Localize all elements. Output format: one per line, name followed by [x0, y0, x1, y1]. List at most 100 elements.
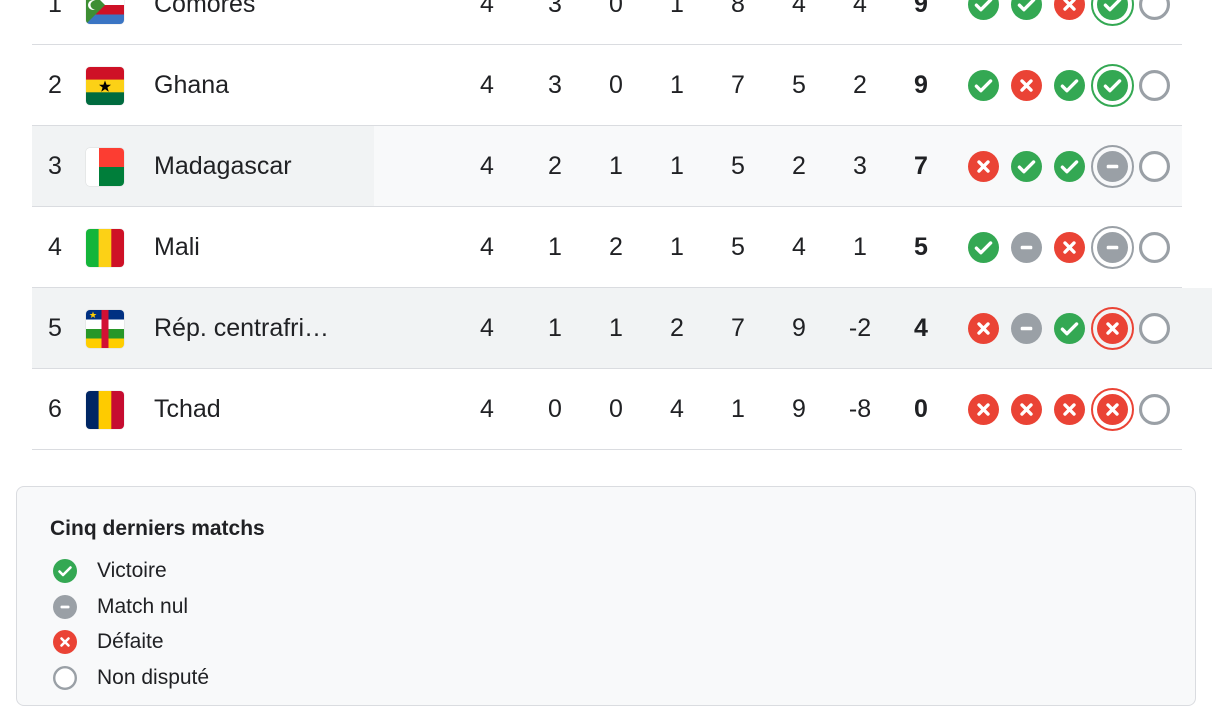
loss-icon[interactable] [968, 151, 999, 182]
loss-icon[interactable] [1054, 394, 1085, 425]
stat-value: 3 [853, 152, 867, 180]
team-name[interactable]: Mali [154, 233, 200, 261]
stat-value: 0 [609, 395, 623, 423]
legend-label: Non disputé [97, 665, 210, 689]
not-played-icon [1139, 232, 1170, 263]
points: 9 [914, 71, 928, 99]
standings-table: 1 Comores 4 3 0 1 8 4 4 9 2 Ghana 4 3 0 1 7 5 2 9 3 Madagasca… [32, 0, 1212, 450]
flag-chad [86, 391, 124, 429]
points: 5 [914, 233, 928, 261]
win-icon[interactable] [1091, 64, 1134, 107]
loss-icon[interactable] [1091, 307, 1134, 350]
loss-icon[interactable] [968, 313, 999, 344]
not-played-icon [1139, 313, 1170, 344]
stat-value: 1 [670, 233, 684, 261]
team-name[interactable]: Comores [154, 0, 256, 18]
table-row[interactable]: 2 Ghana 4 3 0 1 7 5 2 9 [32, 45, 1182, 126]
win-icon[interactable] [968, 0, 999, 20]
table-row[interactable]: 1 Comores 4 3 0 1 8 4 4 9 [32, 0, 1182, 45]
win-icon[interactable] [1091, 0, 1134, 26]
stat-value: 0 [609, 0, 623, 18]
last-five-form [968, 45, 1188, 125]
draw-icon[interactable] [1011, 232, 1042, 263]
stat-value: 4 [480, 233, 494, 261]
stat-value: 4 [480, 395, 494, 423]
legend-label: Match nul [97, 594, 189, 618]
last-five-form [968, 0, 1188, 44]
stat-value: 4 [792, 233, 806, 261]
rank: 3 [48, 152, 62, 180]
team-name[interactable]: Madagascar [154, 152, 292, 180]
stat-value: 2 [853, 71, 867, 99]
rank: 6 [48, 395, 62, 423]
last-five-form [968, 207, 1188, 287]
win-icon[interactable] [968, 70, 999, 101]
stat-value: 7 [731, 71, 745, 99]
loss-icon[interactable] [1011, 394, 1042, 425]
flag-mali [86, 229, 124, 267]
stat-value: -8 [848, 395, 872, 423]
stat-value: 4 [480, 314, 494, 342]
rank: 4 [48, 233, 62, 261]
stat-value: 4 [853, 0, 867, 18]
stat-value: 7 [731, 314, 745, 342]
stat-value: 3 [548, 0, 562, 18]
table-row[interactable]: 3 Madagascar 4 2 1 1 5 2 3 7 [32, 126, 1182, 207]
stat-value: 1 [670, 71, 684, 99]
win-icon[interactable] [1054, 70, 1085, 101]
flag-ghana [86, 67, 124, 105]
points: 0 [914, 395, 928, 423]
table-row[interactable]: 5 Rép. centrafri… 4 1 1 2 7 9 -2 4 [32, 288, 1212, 369]
stat-value: 2 [609, 233, 623, 261]
win-icon[interactable] [968, 232, 999, 263]
table-row[interactable]: 4 Mali 4 1 2 1 5 4 1 5 [32, 207, 1182, 288]
stat-value: 8 [731, 0, 745, 18]
team-name[interactable]: Tchad [154, 395, 221, 423]
stat-value: 4 [792, 0, 806, 18]
rank: 1 [48, 0, 62, 18]
win-icon[interactable] [1011, 0, 1042, 20]
stat-value: 9 [792, 314, 806, 342]
stat-value: 2 [792, 152, 806, 180]
stat-value: 0 [609, 71, 623, 99]
stat-value: 9 [792, 395, 806, 423]
win-icon[interactable] [1011, 151, 1042, 182]
stat-value: 4 [480, 152, 494, 180]
table-row[interactable]: 6 Tchad 4 0 0 4 1 9 -8 0 [32, 369, 1182, 450]
points: 9 [914, 0, 928, 18]
team-name[interactable]: Ghana [154, 71, 230, 99]
flag-comoros [86, 0, 124, 24]
loss-icon[interactable] [1091, 388, 1134, 431]
not-played-icon [1139, 70, 1170, 101]
team-name[interactable]: Rép. centrafri… [154, 314, 330, 342]
last-five-form [968, 126, 1188, 206]
last-five-form [968, 369, 1188, 449]
not-played-icon [1139, 0, 1170, 20]
loss-icon[interactable] [1054, 0, 1085, 20]
points: 7 [914, 152, 928, 180]
stat-value: 1 [670, 152, 684, 180]
draw-icon[interactable] [1091, 226, 1134, 269]
stat-value: 0 [548, 395, 562, 423]
stat-value: 2 [548, 152, 562, 180]
draw-icon[interactable] [1091, 145, 1134, 188]
loss-icon[interactable] [1011, 70, 1042, 101]
stat-value: 1 [731, 395, 745, 423]
draw-icon [53, 594, 77, 619]
draw-icon[interactable] [1011, 313, 1042, 344]
legend-label: Défaite [97, 630, 164, 653]
stat-value: -2 [848, 314, 872, 342]
stat-value: 5 [731, 233, 745, 261]
stat-value: 1 [853, 233, 867, 261]
not-played-icon [1139, 394, 1170, 425]
stat-value: 1 [548, 314, 562, 342]
stat-value: 4 [480, 0, 494, 18]
legend-title: Cinq derniers matchs [50, 517, 265, 540]
not-played-icon [1139, 151, 1170, 182]
win-icon[interactable] [1054, 151, 1085, 182]
last-five-form [968, 288, 1188, 368]
loss-icon[interactable] [968, 394, 999, 425]
loss-icon[interactable] [1054, 232, 1085, 263]
win-icon[interactable] [1054, 313, 1085, 344]
flag-car [86, 310, 124, 348]
